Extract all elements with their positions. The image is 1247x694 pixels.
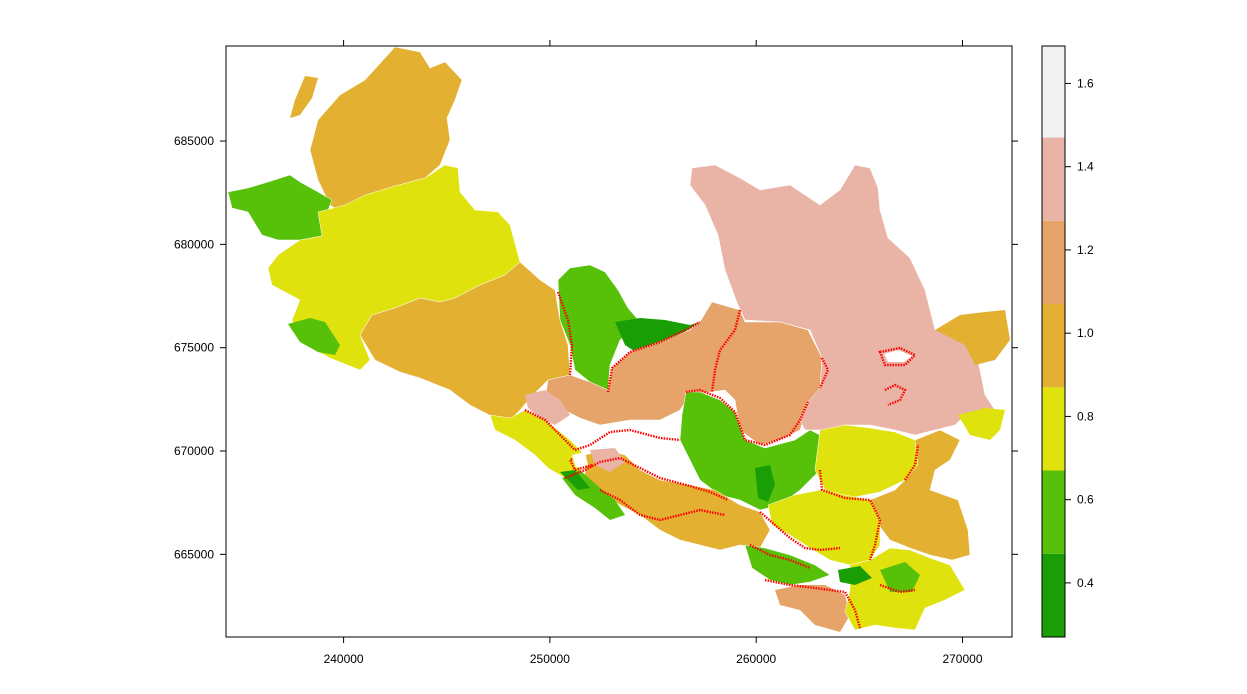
region-sw-yellow — [489, 409, 586, 479]
highlight-boundary — [564, 456, 729, 502]
legend-swatch — [1042, 220, 1065, 305]
legend-swatch — [1042, 304, 1065, 388]
legend-tick-label: 1.0 — [1077, 326, 1094, 340]
legend-tick-label: 0.4 — [1077, 576, 1094, 590]
legend-swatch — [1042, 553, 1065, 637]
region-ne-orange — [935, 310, 1010, 365]
x-axis: 240000 250000 260000 270000 — [324, 40, 983, 666]
highlight-boundary — [818, 469, 882, 561]
region-nodata — [572, 452, 588, 468]
region-central-darkgreen — [755, 465, 775, 502]
x-tick-label: 260000 — [736, 652, 776, 666]
legend-tick-label: 1.2 — [1077, 243, 1094, 257]
legend-swatch — [1042, 137, 1065, 221]
highlight-boundary — [878, 346, 918, 367]
highlight-boundary — [904, 444, 920, 481]
highlight-boundary — [568, 453, 593, 472]
highlight-boundary — [749, 543, 811, 570]
colorbar-legend: 0.4 0.6 0.8 1.0 1.2 1.4 1.6 — [1041, 45, 1094, 638]
region-west-green-small — [288, 318, 340, 355]
legend-swatch — [1042, 46, 1065, 138]
highlight-boundary — [599, 488, 726, 522]
legend-tick-label: 0.6 — [1077, 493, 1094, 507]
legend-tick-label: 0.8 — [1077, 409, 1094, 423]
highlight-boundaries — [524, 291, 920, 629]
y-tick-label: 675000 — [174, 341, 214, 355]
y-tick-label: 680000 — [174, 237, 214, 251]
highlight-boundary — [556, 291, 574, 376]
y-axis: 665000 670000 675000 680000 685000 — [174, 134, 1018, 561]
highlight-boundary — [759, 511, 841, 552]
region-south-salmon — [775, 585, 850, 632]
region-coast-darkgreen — [560, 470, 590, 490]
legend-swatch — [1042, 470, 1065, 554]
region-east-yellow-2 — [958, 408, 1005, 440]
region-nc-darkgreen — [615, 318, 700, 355]
legend-frame — [1041, 45, 1066, 638]
region-nodata — [884, 350, 912, 362]
legend-swatch — [1042, 387, 1065, 471]
map-regions — [227, 46, 1010, 632]
region-south-darkgreen — [838, 566, 872, 585]
region-south-green-2 — [880, 562, 920, 592]
highlight-boundary — [710, 309, 742, 393]
region-salmon-pocket — [525, 390, 570, 425]
legend-tick-label: 1.4 — [1077, 160, 1094, 174]
highlight-boundary — [884, 383, 907, 407]
region-central-orange — [359, 261, 571, 421]
region-east-orange — [869, 429, 971, 561]
y-tick-label: 670000 — [174, 444, 214, 458]
y-tick-label: 665000 — [174, 547, 214, 561]
region-nw-island — [290, 76, 318, 118]
highlight-boundary — [606, 320, 701, 393]
x-tick-label: 270000 — [942, 652, 982, 666]
y-tick-label: 685000 — [174, 134, 214, 148]
region-west-green — [227, 174, 333, 241]
region-central-green — [679, 391, 831, 511]
map-panel-frame — [225, 45, 1013, 638]
x-tick-label: 240000 — [324, 652, 364, 666]
legend-tick-label: 1.6 — [1077, 76, 1094, 90]
highlight-boundary — [764, 578, 862, 629]
x-tick-label: 250000 — [530, 652, 570, 666]
region-south-green — [744, 544, 831, 586]
